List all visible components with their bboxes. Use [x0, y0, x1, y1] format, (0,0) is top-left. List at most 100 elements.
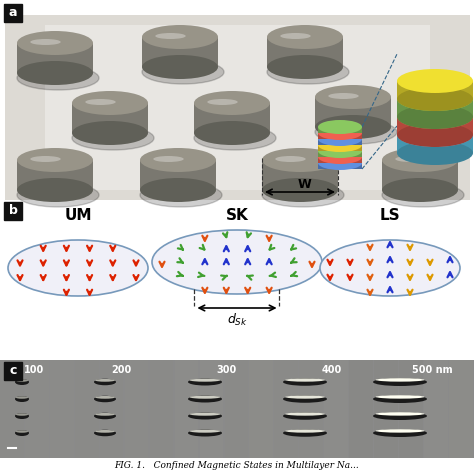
Ellipse shape: [194, 126, 276, 150]
Ellipse shape: [397, 69, 473, 93]
Bar: [262, 160, 338, 190]
Ellipse shape: [373, 395, 427, 403]
Ellipse shape: [315, 120, 397, 144]
Bar: [274, 360, 298, 458]
Ellipse shape: [190, 396, 220, 399]
Ellipse shape: [17, 148, 93, 172]
Ellipse shape: [397, 87, 473, 111]
Ellipse shape: [283, 412, 327, 420]
Ellipse shape: [140, 178, 216, 202]
Ellipse shape: [15, 413, 29, 419]
Text: 100: 100: [24, 365, 44, 375]
Bar: [75, 360, 99, 458]
Ellipse shape: [320, 240, 460, 296]
Bar: [4, 4, 22, 22]
Bar: [194, 103, 270, 133]
Ellipse shape: [85, 99, 116, 105]
Ellipse shape: [15, 396, 29, 402]
Text: a: a: [9, 7, 17, 20]
Text: SK: SK: [226, 208, 248, 222]
Bar: [267, 37, 343, 67]
Ellipse shape: [267, 60, 349, 84]
Text: 300: 300: [217, 365, 237, 375]
Ellipse shape: [16, 413, 28, 416]
Ellipse shape: [15, 430, 29, 436]
Ellipse shape: [283, 395, 327, 403]
Bar: [318, 133, 362, 139]
Ellipse shape: [188, 413, 222, 419]
Ellipse shape: [190, 413, 220, 416]
Bar: [4, 202, 22, 220]
Ellipse shape: [8, 240, 148, 296]
Ellipse shape: [17, 183, 99, 207]
Ellipse shape: [285, 429, 325, 433]
Ellipse shape: [318, 132, 362, 146]
Bar: [318, 163, 362, 169]
Ellipse shape: [194, 121, 270, 145]
Ellipse shape: [72, 126, 154, 150]
Ellipse shape: [142, 60, 224, 84]
Ellipse shape: [373, 378, 427, 386]
Ellipse shape: [382, 178, 458, 202]
Ellipse shape: [318, 150, 362, 164]
Ellipse shape: [285, 378, 325, 382]
Ellipse shape: [328, 93, 359, 99]
Ellipse shape: [140, 148, 216, 172]
Ellipse shape: [155, 33, 186, 39]
Ellipse shape: [142, 25, 218, 49]
Ellipse shape: [94, 396, 116, 402]
Ellipse shape: [283, 378, 327, 386]
Bar: [25, 360, 49, 458]
Ellipse shape: [17, 61, 93, 85]
Bar: [318, 157, 362, 163]
Bar: [300, 360, 323, 458]
Ellipse shape: [285, 412, 325, 416]
Text: FIG. 1.   Confined Magnetic States in Multilayer Na...: FIG. 1. Confined Magnetic States in Mult…: [115, 460, 359, 469]
Ellipse shape: [318, 138, 362, 152]
Ellipse shape: [194, 91, 270, 115]
Ellipse shape: [376, 412, 424, 416]
Bar: [0, 360, 24, 458]
Ellipse shape: [395, 156, 426, 162]
Ellipse shape: [94, 379, 116, 385]
Bar: [324, 360, 348, 458]
Ellipse shape: [152, 230, 322, 294]
Bar: [318, 127, 362, 133]
Ellipse shape: [95, 396, 115, 399]
Bar: [0, 200, 474, 360]
Text: b: b: [9, 205, 18, 218]
Bar: [225, 360, 248, 458]
Ellipse shape: [267, 55, 343, 79]
Bar: [382, 160, 458, 190]
Bar: [17, 43, 93, 73]
Bar: [249, 360, 273, 458]
Bar: [45, 25, 430, 190]
Ellipse shape: [94, 430, 116, 436]
Ellipse shape: [318, 120, 362, 134]
Ellipse shape: [262, 148, 338, 172]
Ellipse shape: [95, 413, 115, 416]
Ellipse shape: [17, 31, 93, 55]
Bar: [142, 37, 218, 67]
Ellipse shape: [17, 178, 93, 202]
Ellipse shape: [397, 105, 473, 129]
Text: $d_{Sk}$: $d_{Sk}$: [227, 312, 247, 328]
Bar: [315, 97, 391, 127]
Ellipse shape: [318, 144, 362, 158]
Ellipse shape: [140, 183, 222, 207]
Bar: [200, 360, 223, 458]
Bar: [318, 139, 362, 145]
Ellipse shape: [397, 87, 473, 111]
Ellipse shape: [188, 378, 222, 386]
Ellipse shape: [315, 115, 391, 139]
Text: UM: UM: [64, 208, 92, 222]
Ellipse shape: [318, 156, 362, 170]
Ellipse shape: [15, 379, 29, 385]
Ellipse shape: [72, 121, 148, 145]
Bar: [424, 360, 448, 458]
Ellipse shape: [382, 148, 458, 172]
Ellipse shape: [373, 429, 427, 437]
Ellipse shape: [16, 379, 28, 382]
Bar: [397, 99, 473, 117]
Bar: [5, 15, 470, 200]
